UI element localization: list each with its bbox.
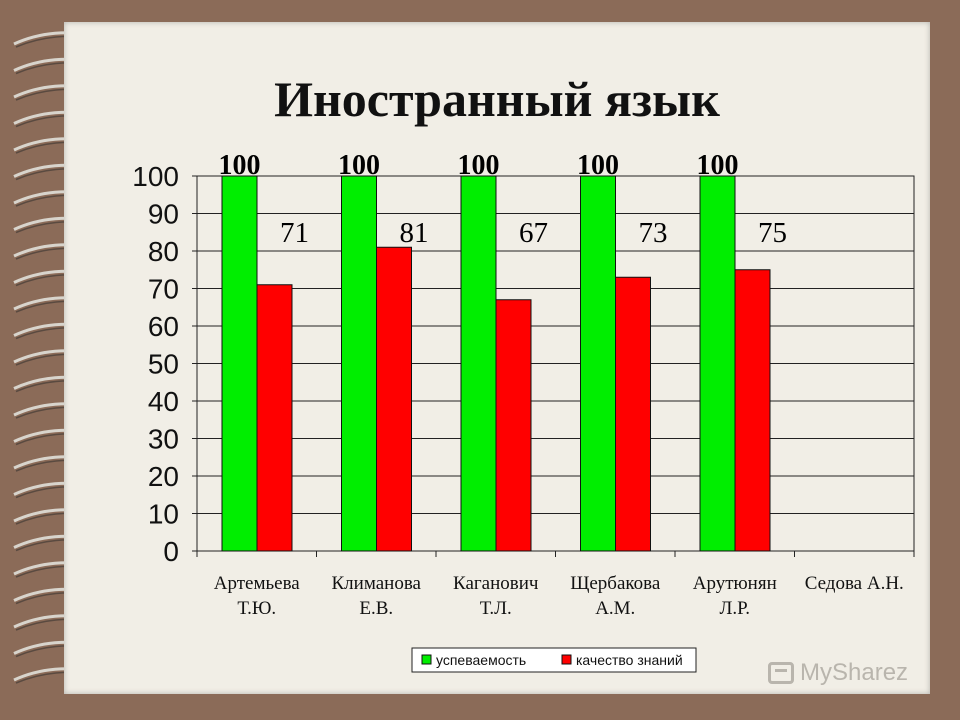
bar: [376, 246, 412, 552]
data-label: 100: [458, 150, 500, 181]
y-tick-label: 70: [148, 274, 179, 305]
y-tick-label: 0: [163, 536, 179, 567]
data-label: 81: [400, 217, 429, 249]
y-tick-label: 10: [148, 499, 179, 530]
page-title: Иностранный язык: [274, 71, 720, 127]
data-label: 75: [758, 217, 787, 249]
data-label: 67: [519, 217, 548, 249]
bar: [221, 175, 258, 552]
x-tick-label: Артемьева: [214, 573, 301, 594]
data-label: 71: [280, 217, 309, 249]
legend-swatch: [421, 654, 432, 665]
y-tick-label: 100: [132, 161, 179, 192]
bar: [460, 175, 497, 552]
legend-box: [411, 647, 697, 673]
legend-swatch: [561, 654, 572, 665]
x-tick-label: Климанова: [332, 573, 422, 594]
bar: [615, 276, 651, 552]
y-tick-label: 40: [148, 386, 179, 417]
x-tick-label: Т.Ю.: [237, 598, 276, 619]
watermark-text: MySharez: [800, 659, 909, 686]
x-tick-label: Арутюнян: [693, 573, 777, 594]
data-label: 100: [338, 150, 380, 181]
data-label: 100: [697, 150, 739, 181]
y-tick-label: 20: [148, 461, 179, 492]
x-tick-label: Щербакова: [570, 573, 661, 594]
bar: [699, 175, 736, 552]
watermark: MySharez: [768, 656, 908, 690]
y-tick-label: 30: [148, 424, 179, 455]
x-tick-label: Л.Р.: [719, 598, 750, 619]
data-label: 100: [219, 150, 261, 181]
x-tick-label: Е.В.: [359, 598, 393, 619]
x-tick-label: А.М.: [595, 598, 635, 619]
y-tick-label: 60: [148, 311, 179, 342]
data-label: 100: [577, 150, 619, 181]
y-tick-label: 80: [148, 236, 179, 267]
legend-label: качество знаний: [576, 652, 683, 668]
y-tick-label: 50: [148, 349, 179, 380]
x-tick-label: Седова А.Н.: [805, 573, 904, 594]
bar: [734, 269, 771, 552]
bar: [256, 284, 293, 552]
x-tick-label: Т.Л.: [480, 598, 512, 619]
y-tick-label: 90: [148, 199, 179, 230]
monitor-icon: [768, 662, 794, 684]
x-tick-label: Каганович: [453, 573, 539, 594]
bar: [580, 175, 616, 552]
data-label: 73: [639, 217, 668, 249]
legend-label: успеваемость: [436, 652, 526, 668]
bar: [495, 299, 532, 552]
bar: [341, 175, 377, 552]
